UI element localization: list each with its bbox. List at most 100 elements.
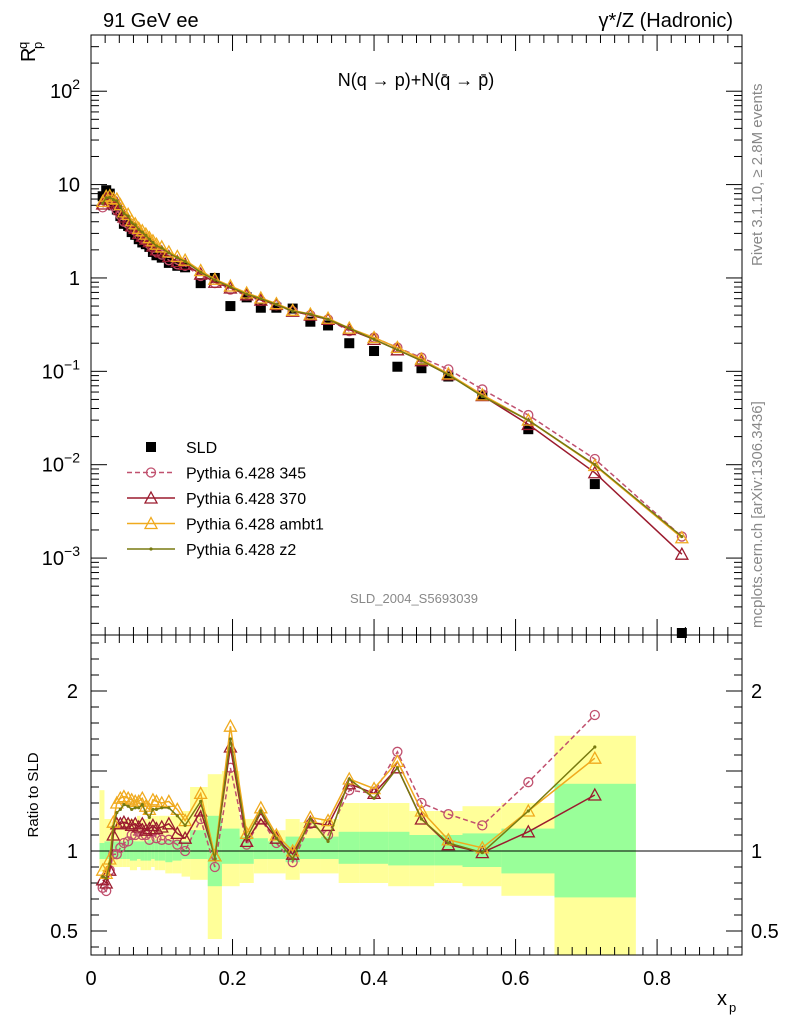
main-data-point	[225, 301, 236, 312]
main-data-point	[271, 302, 282, 313]
ratio-data-point	[144, 811, 148, 815]
ratio-data-point	[366, 781, 382, 795]
legend-marker	[145, 467, 157, 478]
band-green-bin	[338, 831, 360, 864]
ratio-data-point	[347, 777, 351, 781]
xlabel: x p	[717, 988, 736, 1015]
main-data-point	[118, 205, 122, 209]
ratio-data-point	[161, 816, 176, 830]
ratio-data-point	[526, 809, 530, 813]
ratio-data-point	[138, 822, 153, 836]
ratio-data-point	[175, 814, 179, 818]
ratio-data-point	[308, 817, 312, 821]
band-green-bin	[462, 833, 502, 867]
ratio-data-point	[172, 839, 183, 850]
header-left-title: 91 GeV ee	[103, 10, 199, 32]
main-data-point	[366, 330, 382, 344]
main-data-point	[416, 363, 427, 374]
ratio-data-point	[116, 789, 131, 803]
main-data-point	[593, 463, 597, 467]
legend-marker	[143, 490, 159, 504]
ratio-data-point	[131, 819, 146, 833]
main-data-point	[126, 214, 130, 218]
legend-label: Pythia 6.428 z2	[186, 542, 296, 559]
main-ytick-label: 10−3	[42, 543, 80, 570]
ratio-ytick-label-right: 1	[751, 841, 762, 863]
main-data-point	[144, 233, 148, 238]
svg-text:x: x	[717, 988, 727, 1010]
ratio-data-point	[395, 766, 399, 770]
main-data-point	[326, 317, 330, 321]
ratio-data-point	[441, 832, 456, 846]
main-data-point	[372, 337, 376, 341]
main-data-point	[167, 251, 171, 255]
ratio-series-line	[102, 726, 596, 875]
main-data-point	[392, 361, 403, 372]
main-data-point	[199, 270, 203, 274]
ratio-data-point	[115, 811, 119, 815]
ratio-panel-frame	[90, 634, 743, 956]
main-data-point	[180, 262, 191, 273]
main-data-point	[245, 292, 249, 296]
ratio-data-point	[320, 818, 336, 832]
analysis-watermark: SLD_2004_S5693039	[350, 591, 478, 606]
main-axis-ticks: 10−3 10−2 10−1 1 10 102	[42, 34, 743, 635]
ratio-data-point	[101, 875, 105, 879]
svg-text:q: q	[15, 42, 30, 49]
main-data-point	[443, 371, 454, 382]
main-data-point	[161, 249, 176, 263]
main-data-point	[241, 292, 252, 303]
ratio-data-point	[342, 771, 357, 785]
ratio-data-point	[151, 807, 155, 812]
band-green-bin	[320, 836, 339, 859]
ratio-data-point	[259, 809, 263, 813]
band-green-bin	[239, 836, 254, 864]
band-green-bin	[151, 841, 155, 859]
main-data-point	[115, 199, 119, 203]
main-ytick-label: 10−2	[42, 450, 80, 477]
main-data-point	[209, 272, 220, 283]
ratio-data-point	[108, 862, 112, 866]
main-data-point	[480, 394, 484, 398]
main-data-point	[183, 259, 187, 264]
plot-title: N(q → p)+N(q̄ → p̄)	[338, 70, 495, 90]
main-data-point	[291, 309, 295, 313]
legend-marker	[143, 516, 159, 530]
ratio-data-point	[521, 803, 536, 817]
ratio-data-point	[253, 811, 268, 825]
ratio-ytick-label-left: 0.5	[50, 921, 78, 943]
ratio-data-point	[587, 787, 602, 801]
ratio-data-point	[414, 803, 429, 817]
ratio-data-point	[122, 803, 126, 807]
xtick-label: 0.8	[643, 968, 671, 990]
main-data-point	[680, 534, 684, 539]
band-green-bin	[118, 841, 123, 859]
main-data-point	[323, 320, 334, 331]
ratio-ytick-label-left: 1	[67, 841, 78, 863]
ratio-data-point	[170, 826, 185, 840]
ratio-data-point	[593, 745, 597, 749]
main-data-point	[195, 278, 206, 289]
ratio-series-layer	[95, 709, 602, 897]
main-data-point	[446, 373, 450, 377]
main-ytick-label: 102	[50, 76, 80, 103]
main-data-point	[115, 211, 126, 222]
ratio-data-point	[140, 803, 144, 807]
ratio-data-point	[142, 821, 157, 835]
legend-label: Pythia 6.428 ambt1	[186, 517, 324, 534]
main-data-point	[305, 316, 316, 327]
ratio-data-point	[167, 806, 171, 810]
ratio-data-point	[101, 885, 112, 897]
main-data-point	[156, 252, 167, 263]
ratio-data-point	[443, 809, 454, 820]
main-data-point	[587, 465, 602, 479]
ratio-data-point	[133, 806, 137, 810]
main-ytick-label: 10	[58, 175, 80, 197]
band-green-bin	[104, 841, 108, 859]
ratio-data-point	[126, 804, 130, 808]
ratio-data-point	[104, 876, 108, 880]
main-data-point	[124, 213, 139, 227]
header-right-title: γ*/Z (Hadronic)	[599, 10, 733, 32]
band-green-bin	[299, 838, 321, 859]
ratio-data-point	[480, 851, 484, 855]
